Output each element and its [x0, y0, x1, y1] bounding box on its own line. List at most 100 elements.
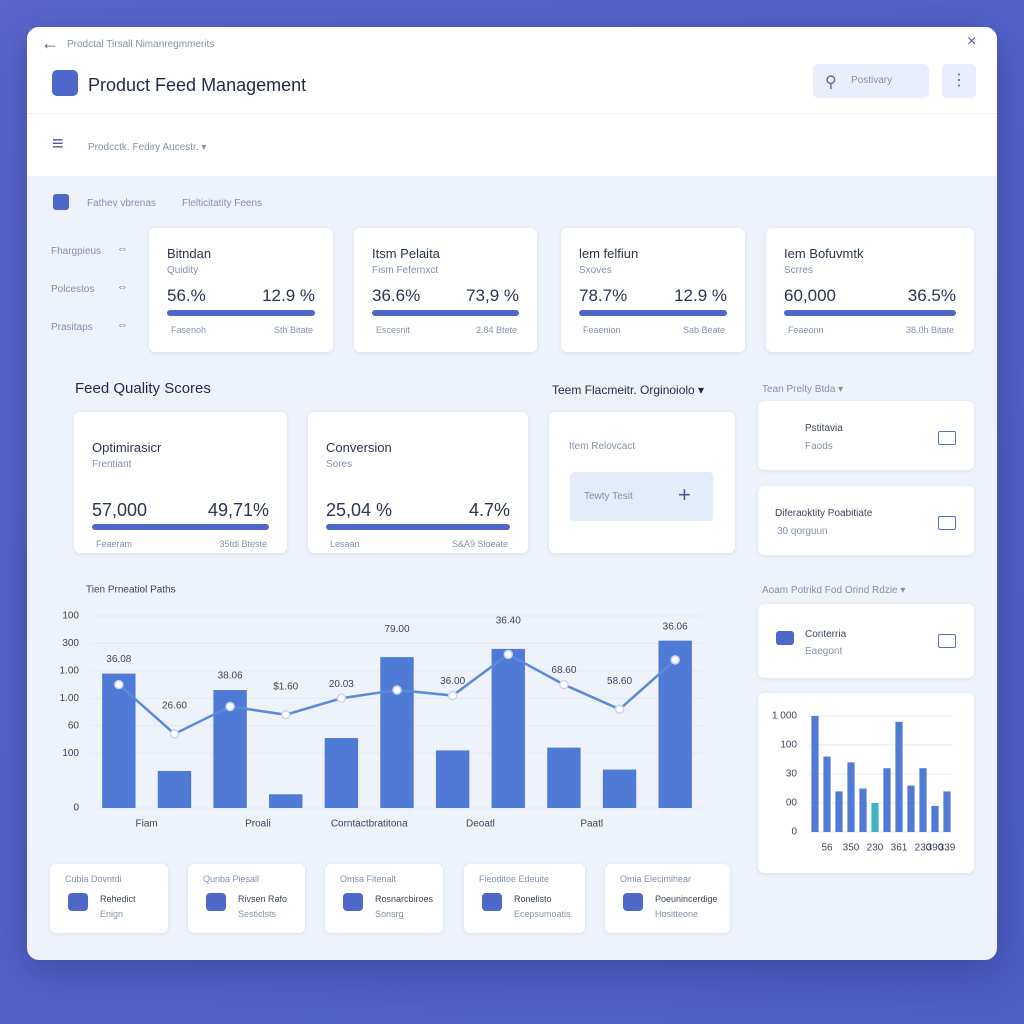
y-tick-label: 30: [786, 769, 798, 780]
line-point: [559, 679, 569, 690]
progress-bar: [784, 310, 956, 316]
card-value: 49,71%: [207, 500, 269, 520]
bar: [907, 785, 915, 832]
search-box[interactable]: ⚲ Postivary: [813, 64, 929, 98]
charts: Tien Prneatiol Paths0100601.001.00300100…: [60, 585, 956, 854]
bar: [847, 762, 855, 832]
chart-title: Tien Prneatiol Paths: [86, 585, 176, 596]
bar: [269, 794, 303, 808]
annotation: 20.03: [329, 679, 354, 690]
card-foot: Lesaan: [330, 539, 360, 549]
item-sub: 30 qorguun: [777, 526, 828, 537]
close-button[interactable]: ×: [967, 33, 977, 50]
stat-card: [561, 228, 745, 352]
back-button[interactable]: ←: [41, 33, 59, 53]
annotation: 38.06: [218, 671, 243, 682]
bar: [491, 648, 525, 808]
dropdown[interactable]: Prodcctk. Fediry Aucestr. ▾: [88, 142, 207, 153]
tile-icon: [206, 893, 226, 911]
tile-label: Rivsen Rafo: [238, 894, 288, 904]
toolbar: [27, 114, 997, 176]
middle-label: Item Relovcact: [569, 441, 636, 452]
bar: [823, 756, 831, 832]
x-tick-label: 56: [821, 843, 833, 854]
button-text: Tewty Tesit: [584, 491, 633, 502]
card-foot: Sth Bitate: [273, 325, 313, 335]
tile-sub: Enign: [100, 909, 124, 919]
tile-label: Rehedict: [100, 894, 136, 904]
tile-label: Ronelisto: [514, 894, 552, 904]
progress-bar: [167, 310, 315, 316]
bar: [324, 738, 359, 808]
card-subtitle: Sores: [326, 459, 353, 470]
tile-top: Omsa Fitenalt: [340, 874, 397, 884]
app-icon: [52, 70, 78, 96]
right-item[interactable]: Conterria Eaegont: [758, 604, 974, 678]
card-value: 73,9 %: [466, 286, 519, 305]
y-tick-label: 1.00: [60, 665, 80, 676]
middle-heading-text: Teem Flacmeitr. Orginoiolo: [552, 383, 695, 397]
progress-bar: [92, 524, 269, 530]
line-point: [670, 655, 680, 665]
dropdown-text: Prodcctk. Fediry Aucestr.: [88, 142, 199, 153]
page-title: Product Feed Management: [88, 75, 307, 95]
line-point: [447, 690, 458, 701]
bar: [919, 768, 927, 832]
progress-bar: [326, 524, 510, 530]
card-title: Bitndan: [167, 246, 212, 261]
annotation: 58.60: [607, 676, 632, 687]
card-foot: 38.0h Bitate: [905, 325, 954, 335]
card-foot: Feaeonn: [788, 325, 824, 335]
card-foot: S&A9 Sloeate: [451, 539, 508, 549]
annotation: 79.00: [384, 624, 409, 635]
middle-card: Item Relovcact Tewty Tesit +: [549, 412, 735, 553]
x-tick-label: Proali: [245, 819, 271, 830]
x-tick-label: 350: [843, 843, 860, 854]
line-point: [169, 729, 180, 739]
x-tick-label: Corntactbratitona: [331, 819, 408, 830]
card-value: 4.7%: [468, 500, 510, 520]
card-title: Conversion: [326, 440, 392, 455]
sidebar-icon: ⇔: [117, 243, 128, 255]
right-heading-2-text: Aoam Potrikd Fod Orind Rdzie: [762, 585, 898, 596]
annotation: 36.08: [106, 654, 131, 665]
bar: [602, 769, 637, 808]
bar: [811, 716, 819, 832]
add-button[interactable]: Tewty Tesit +: [570, 472, 713, 521]
annotation: 68.60: [551, 665, 576, 676]
line-point: [392, 685, 402, 695]
card-subtitle: Frentiant: [92, 459, 132, 470]
small-chart-card: [758, 693, 974, 873]
card-value: 78.7%: [579, 286, 628, 305]
x-tick-label: 230: [915, 843, 932, 854]
sidebar-icon: ⇔: [117, 319, 128, 331]
tile-top: Omia Elecimihear: [620, 874, 692, 884]
item-sub: Faods: [805, 441, 833, 452]
card-value: 60,000: [784, 286, 836, 305]
tile-icon: [623, 893, 643, 911]
sidebar-icon: ⇔: [117, 281, 128, 293]
item-title: Pstitavia: [805, 423, 843, 434]
card-foot: Fasenoh: [171, 325, 207, 335]
card-value: 25,04 %: [326, 500, 393, 520]
item-title: Diferaoktity Poabitiate: [775, 508, 873, 519]
card-title: Optimirasicr: [92, 440, 162, 455]
line-point: [614, 704, 625, 715]
hamburger[interactable]: ≡: [52, 133, 64, 155]
tab[interactable]: Flelticitatity Feens: [182, 198, 263, 209]
bar: [547, 747, 581, 808]
bar: [658, 640, 692, 808]
card-subtitle: Scrres: [784, 265, 813, 276]
section-title: Feed Quality Scores: [75, 380, 211, 397]
item-icon: [938, 431, 956, 445]
x-tick-label: 361: [891, 843, 908, 854]
stat-card: [766, 228, 974, 352]
card-foot: 2.84 Btete: [475, 325, 517, 335]
bar: [157, 770, 192, 808]
tab[interactable]: Fathev vbrenas: [87, 198, 156, 209]
progress-bar: [372, 310, 519, 316]
menu-button[interactable]: ⋮: [942, 64, 976, 98]
card-value: 12.9 %: [262, 286, 315, 305]
annotation: 26.60: [162, 701, 187, 712]
